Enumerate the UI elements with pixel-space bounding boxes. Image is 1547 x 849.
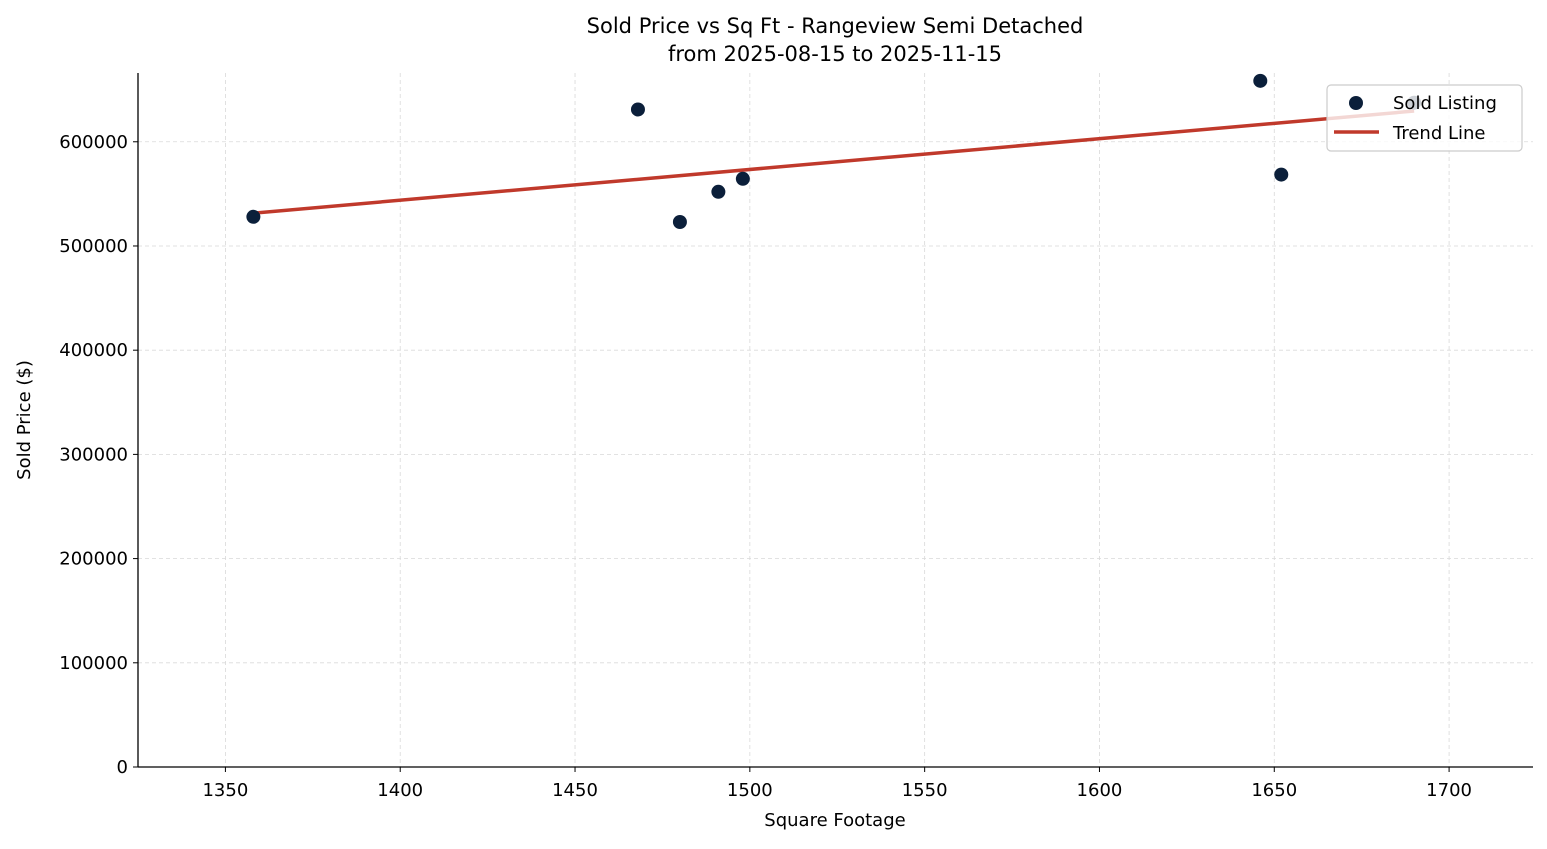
x-tick-label: 1350	[202, 780, 248, 801]
x-tick-label: 1550	[902, 780, 948, 801]
x-tick-label: 1700	[1426, 780, 1472, 801]
y-tick-label: 0	[117, 757, 128, 778]
x-tick-label: 1400	[377, 780, 423, 801]
legend-label-trend-line: Trend Line	[1392, 123, 1486, 144]
x-tick-label: 1600	[1077, 780, 1123, 801]
x-tick-label: 1500	[727, 780, 773, 801]
chart-subtitle: from 2025-08-15 to 2025-11-15	[668, 42, 1002, 66]
legend: Sold Listing Trend Line	[1326, 84, 1523, 152]
data-point	[711, 184, 726, 199]
y-tick-label: 500000	[59, 236, 128, 257]
axes: 1350 1400 1450 1500 1550 1600 1650 1700 0 100000 2…	[59, 73, 1533, 801]
scatter-points	[246, 73, 1422, 230]
grid	[138, 73, 1533, 768]
x-axis-label: Square Footage	[764, 810, 905, 831]
data-point	[630, 102, 645, 117]
y-tick-label: 300000	[59, 444, 128, 465]
y-tick-label: 600000	[59, 132, 128, 153]
data-point	[246, 209, 261, 224]
y-tick-label: 200000	[59, 549, 128, 570]
y-tick-label: 100000	[59, 653, 128, 674]
x-tick-label: 1650	[1251, 780, 1297, 801]
y-axis-label: Sold Price ($)	[14, 360, 35, 480]
legend-box	[1326, 84, 1523, 152]
y-tick-label: 400000	[59, 340, 128, 361]
data-point	[1274, 167, 1289, 182]
data-point	[1253, 73, 1268, 88]
data-point	[672, 215, 687, 230]
trend-line-group	[253, 109, 1415, 215]
trend-line	[253, 109, 1415, 215]
chart-title: Sold Price vs Sq Ft - Rangeview Semi Det…	[587, 14, 1084, 38]
legend-marker-sold-listing	[1349, 96, 1363, 110]
x-tick-label: 1450	[552, 780, 598, 801]
legend-label-sold-listing: Sold Listing	[1393, 93, 1497, 114]
data-point	[735, 171, 750, 186]
